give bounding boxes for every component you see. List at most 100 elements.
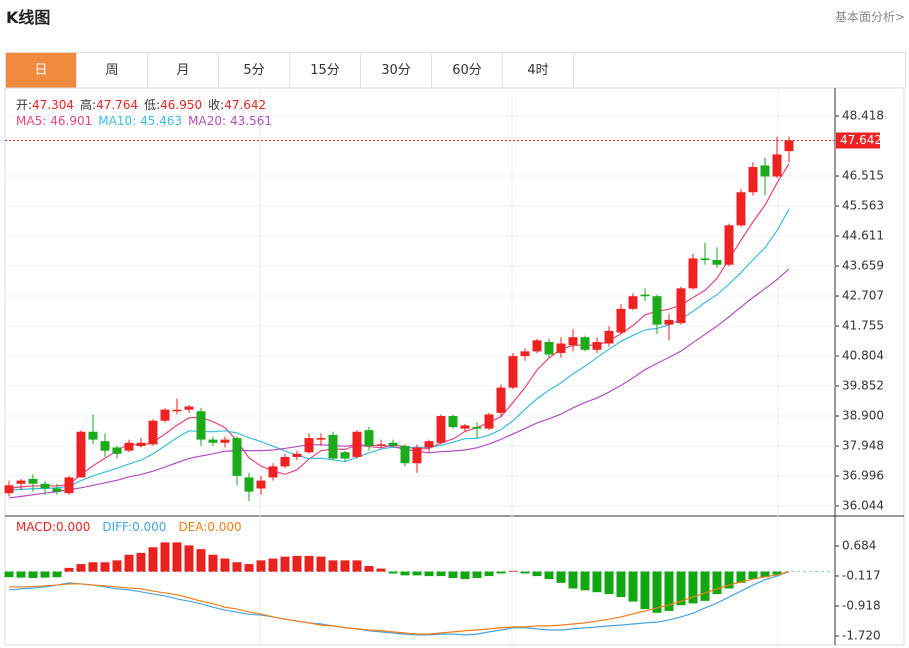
candle-body [64, 477, 74, 494]
macd-bar [652, 571, 662, 613]
quote-name: 低: [144, 98, 161, 112]
candle-body [256, 480, 266, 489]
candle-body [436, 415, 446, 443]
candle-body [376, 444, 386, 446]
legend-name: DEA: [178, 520, 208, 534]
period-tab[interactable]: 30分 [361, 53, 432, 88]
period-tab[interactable]: 5分 [219, 53, 290, 88]
macd-bar [748, 571, 758, 580]
macd-bar [772, 571, 782, 575]
macd-bar [172, 542, 182, 572]
candle-body [400, 445, 410, 464]
fundamental-link[interactable]: 基本面分析> [834, 10, 905, 24]
candle-body [664, 319, 674, 325]
y-tick-label: 39.852 [842, 378, 884, 392]
candle-body [772, 154, 782, 177]
y-tick-label: 48.418 [842, 109, 884, 123]
macd-bar [256, 560, 266, 572]
candle-body [484, 414, 494, 429]
candle-body [304, 438, 314, 453]
quote-name: 收: [208, 98, 225, 112]
macd-bar [352, 560, 362, 572]
y-tick-label: 45.563 [842, 199, 884, 213]
macd-bar [52, 571, 62, 578]
macd-bar [160, 542, 170, 572]
candle-body [268, 466, 278, 478]
period-tab[interactable]: 日 [6, 53, 77, 88]
last-price-label: 47.642 [840, 133, 882, 147]
period-tab[interactable]: 周 [77, 53, 148, 88]
period-tab[interactable]: 月 [148, 53, 219, 88]
macd-bar [4, 571, 14, 578]
macd-bar [244, 564, 254, 572]
y-tick-label: 42.707 [842, 289, 884, 303]
candle-body [148, 420, 158, 445]
macd-bar [700, 571, 710, 601]
macd-bar [496, 571, 506, 574]
macd-bar [412, 571, 422, 576]
y-tick-label: 38.900 [842, 408, 884, 422]
candle-body [676, 288, 686, 324]
candle-body [244, 477, 254, 492]
period-tab[interactable]: 60分 [432, 53, 503, 88]
candle-body [112, 447, 122, 454]
candle-body [616, 308, 626, 333]
macd-bar [688, 571, 698, 604]
macd-bar [616, 571, 626, 598]
candle-body [208, 439, 218, 443]
candle-body [316, 438, 326, 440]
macd-bar [148, 547, 158, 572]
legend-value: 46.901 [50, 114, 93, 128]
legend-value: 0.000 [56, 520, 91, 534]
candle-body [496, 387, 506, 413]
macd-bar [196, 549, 206, 572]
macd-bar [508, 570, 518, 572]
candle-body [448, 415, 458, 428]
period-tabs: 日周月 5分 15分 30分 60分 4时 [5, 52, 906, 88]
candle-body [532, 340, 542, 352]
y-tick-label: -0.117 [842, 568, 881, 582]
candle-body [52, 488, 62, 492]
candle-body [232, 438, 242, 476]
candle-body [196, 411, 206, 440]
y-tick-label: 41.755 [842, 319, 884, 333]
candle-body [172, 409, 182, 412]
legend-name: DIFF: [102, 520, 133, 534]
macd-bar [16, 571, 26, 578]
period-tab[interactable]: 4时 [503, 53, 574, 88]
candle-body [724, 225, 734, 265]
macd-bar [628, 571, 638, 602]
y-tick-label: 0.684 [842, 538, 876, 552]
macd-bar [232, 562, 242, 572]
candle-body [520, 351, 530, 357]
macd-bar [316, 556, 326, 572]
candle-body [292, 453, 302, 457]
macd-line [8, 571, 790, 636]
candle-body [556, 343, 566, 353]
legend-name: MA5: [16, 114, 47, 128]
period-tab[interactable]: 15分 [290, 53, 361, 88]
quote-value: 47.642 [224, 98, 267, 112]
ma-legend: MA5: 46.901 MA10: 45.463 MA20: 43.561 [16, 114, 278, 128]
macd-bar [184, 545, 194, 572]
y-tick-label: 40.804 [842, 348, 884, 362]
candle-body [100, 441, 110, 451]
macd-bar [124, 554, 134, 572]
candle-body [16, 480, 26, 484]
candle-body [76, 431, 86, 478]
macd-bar [640, 571, 650, 610]
candle-body [580, 337, 590, 350]
macd-bar [592, 571, 602, 593]
candle-body [736, 192, 746, 226]
chart-frame [4, 87, 905, 646]
macd-bar [328, 560, 338, 572]
candle-body [604, 330, 614, 344]
candle-body [652, 296, 662, 325]
last-price-tag [836, 132, 880, 149]
quote-name: 高: [80, 98, 97, 112]
candle-body [568, 337, 578, 346]
y-tick-label: 37.948 [842, 438, 884, 452]
macd-bar [64, 567, 74, 572]
candle-body [40, 483, 50, 489]
